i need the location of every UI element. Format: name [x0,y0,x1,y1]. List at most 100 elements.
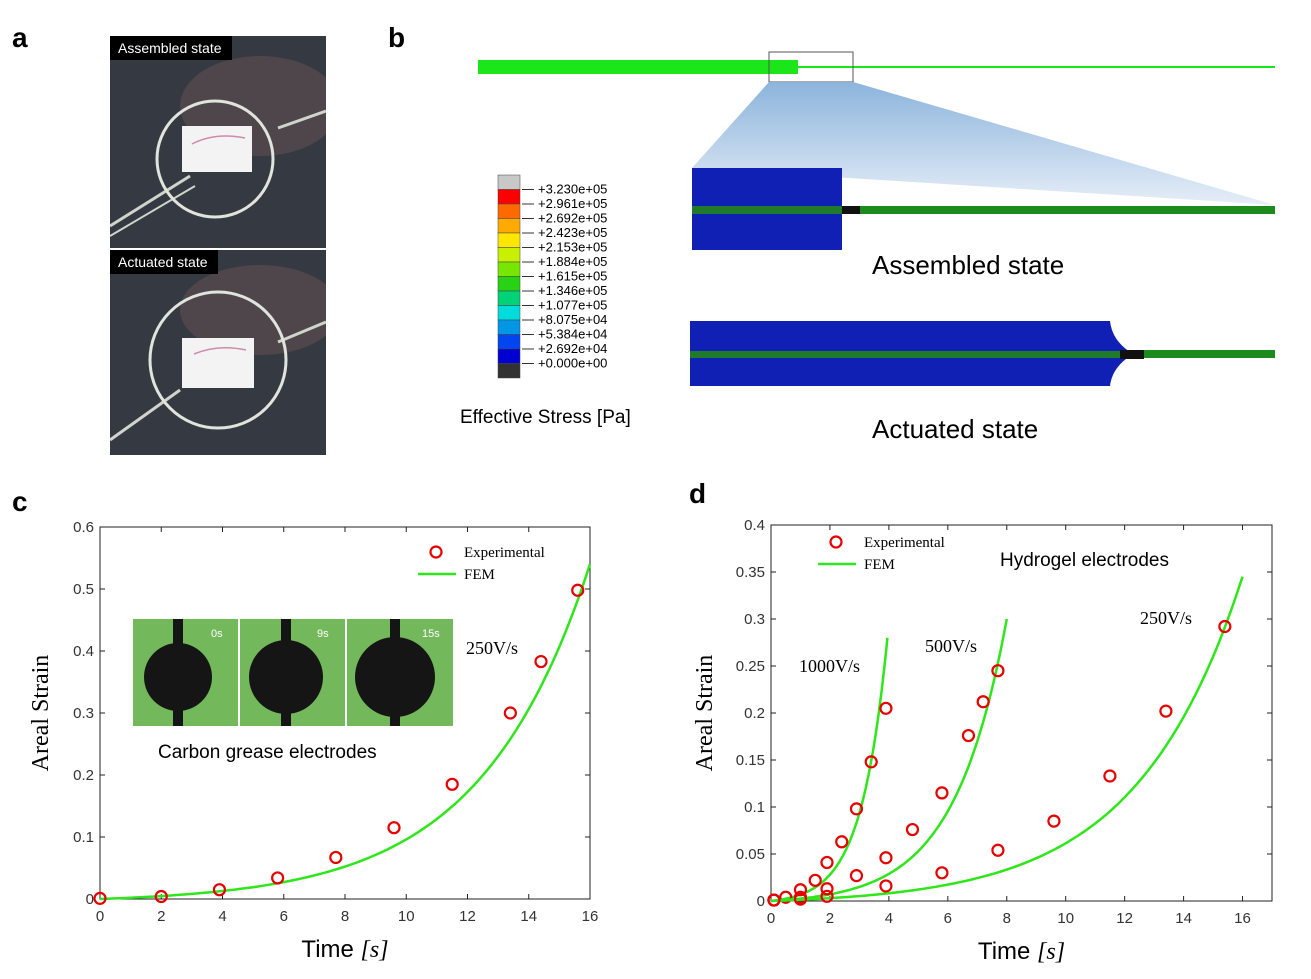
legend-value: +8.075e+04 [538,312,607,327]
legend-value: +3.230e+05 [538,182,607,197]
y-tick-label: 0 [757,893,765,910]
inset-frame-label-15s: 15s [422,628,440,640]
actuated-photo: Actuated state [110,250,326,455]
legend-value: +2.153e+05 [538,240,607,255]
panel-letter-b: b [388,22,406,53]
legend-swatch [497,305,521,321]
legend-swatch [497,319,521,335]
x-tick-label: 2 [157,908,165,925]
legend-swatch [497,203,521,219]
y-tick-label: 0.2 [744,705,765,722]
panel-letter-d: d [689,478,707,509]
legend-experimental-marker [429,545,443,559]
film-bar [478,60,798,74]
stress-legend: +3.230e+05+2.961e+05+2.692e+05+2.423e+05… [497,174,607,379]
carbon-inset-caption: Carbon grease electrodes [158,742,377,763]
x-tick-label: 8 [1003,910,1011,927]
inset-frame-3 [347,619,453,726]
legend-swatch [497,276,521,292]
x-tick-label: 0 [96,908,104,925]
y-tick-label: 0.3 [744,611,765,628]
experimental-point [1103,769,1117,783]
y-tick-label: 0.4 [73,643,94,660]
x-tick-label: 16 [582,908,599,925]
experimental-point [849,869,864,883]
panel-letter-c: c [12,486,28,517]
experimental-point [779,890,793,904]
y-tick-label: 0.05 [736,846,765,863]
y-tick-label: 0.2 [73,767,94,784]
actuated-state-label: Actuated state [872,414,1038,444]
experimental-point [793,892,808,906]
panel-letter-a: a [12,22,28,53]
experimental-point [935,786,949,800]
x-tick-label: 0 [767,910,775,927]
assembled-state-label: Assembled state [872,250,1064,280]
y-tick-label: 0 [86,891,94,908]
x-tick-label: 12 [459,908,476,925]
assembled-photo: Assembled state [110,36,326,248]
inset-frame-1 [133,619,238,726]
fem-schematic: +3.230e+05+2.961e+05+2.692e+05+2.423e+05… [460,51,1275,444]
assembled-photo-drawing [110,36,326,248]
experimental-point [905,822,920,837]
y-tick-label: 0.35 [736,564,765,581]
y-axis-label: Areal Strain [28,655,54,772]
experimental-point [793,883,808,897]
experimental-point [864,755,878,769]
legend-value: +2.692e+04 [538,341,607,356]
experimental-point [271,871,285,885]
legend-value: +1.884e+05 [538,254,607,269]
x-tick-label: 6 [944,910,952,927]
y-tick-label: 0.15 [736,752,765,769]
experimental-point [329,850,343,865]
legend-experimental-label: Experimental [864,535,945,551]
legend-value: +0.000e+00 [538,356,607,371]
legend-swatch [497,247,521,263]
experimental-point [1218,619,1232,634]
x-tick-label: 6 [280,908,288,925]
fem-curve [770,576,1244,903]
experimental-point [835,835,849,849]
series-label: 250V/s [1140,608,1192,628]
series-label: 500V/s [925,636,977,656]
y-tick-label: 0.25 [736,658,765,675]
fem-curve [99,563,592,901]
legend-value: +1.077e+05 [538,298,607,313]
legend-fem-label: FEM [864,557,895,573]
experimental-point [879,879,893,893]
experimental-point [820,882,834,896]
experimental-point [879,701,893,715]
x-axis-label: Time [s] [978,938,1065,965]
assembled-mesh-junction [842,206,860,214]
experimental-point [991,843,1005,857]
legend-experimental-marker [829,535,843,549]
experimental-point [879,851,893,865]
y-tick-label: 0.1 [744,799,765,816]
experimental-point [1159,704,1173,718]
actuated-mesh-junction [1120,350,1144,359]
legend-swatch [497,232,521,248]
assembled-mesh-strip [860,206,1275,214]
x-tick-label: 12 [1116,910,1133,927]
y-tick-label: 0.3 [73,705,94,722]
x-tick-label: 10 [398,908,415,925]
legend-value: +2.961e+05 [538,196,607,211]
experimental-point [1047,814,1061,828]
experimental-point [961,728,976,743]
legend-value: +2.423e+05 [538,225,607,240]
y-tick-label: 0.6 [73,519,94,536]
legend-value: +1.346e+05 [538,283,607,298]
experimental-point [93,891,107,905]
legend-swatch [497,363,521,379]
series-label: 250V/s [466,638,518,658]
legend-swatch [497,334,521,350]
experimental-point [849,802,864,816]
experimental-point [991,664,1005,678]
x-axis-label: Time [s] [301,936,388,963]
legend-experimental-label: Experimental [464,545,545,561]
series-label: 1000V/s [799,656,860,676]
experimental-point [820,889,834,903]
y-axis-label: Areal Strain [692,655,718,772]
y-tick-label: 0.4 [744,517,765,534]
